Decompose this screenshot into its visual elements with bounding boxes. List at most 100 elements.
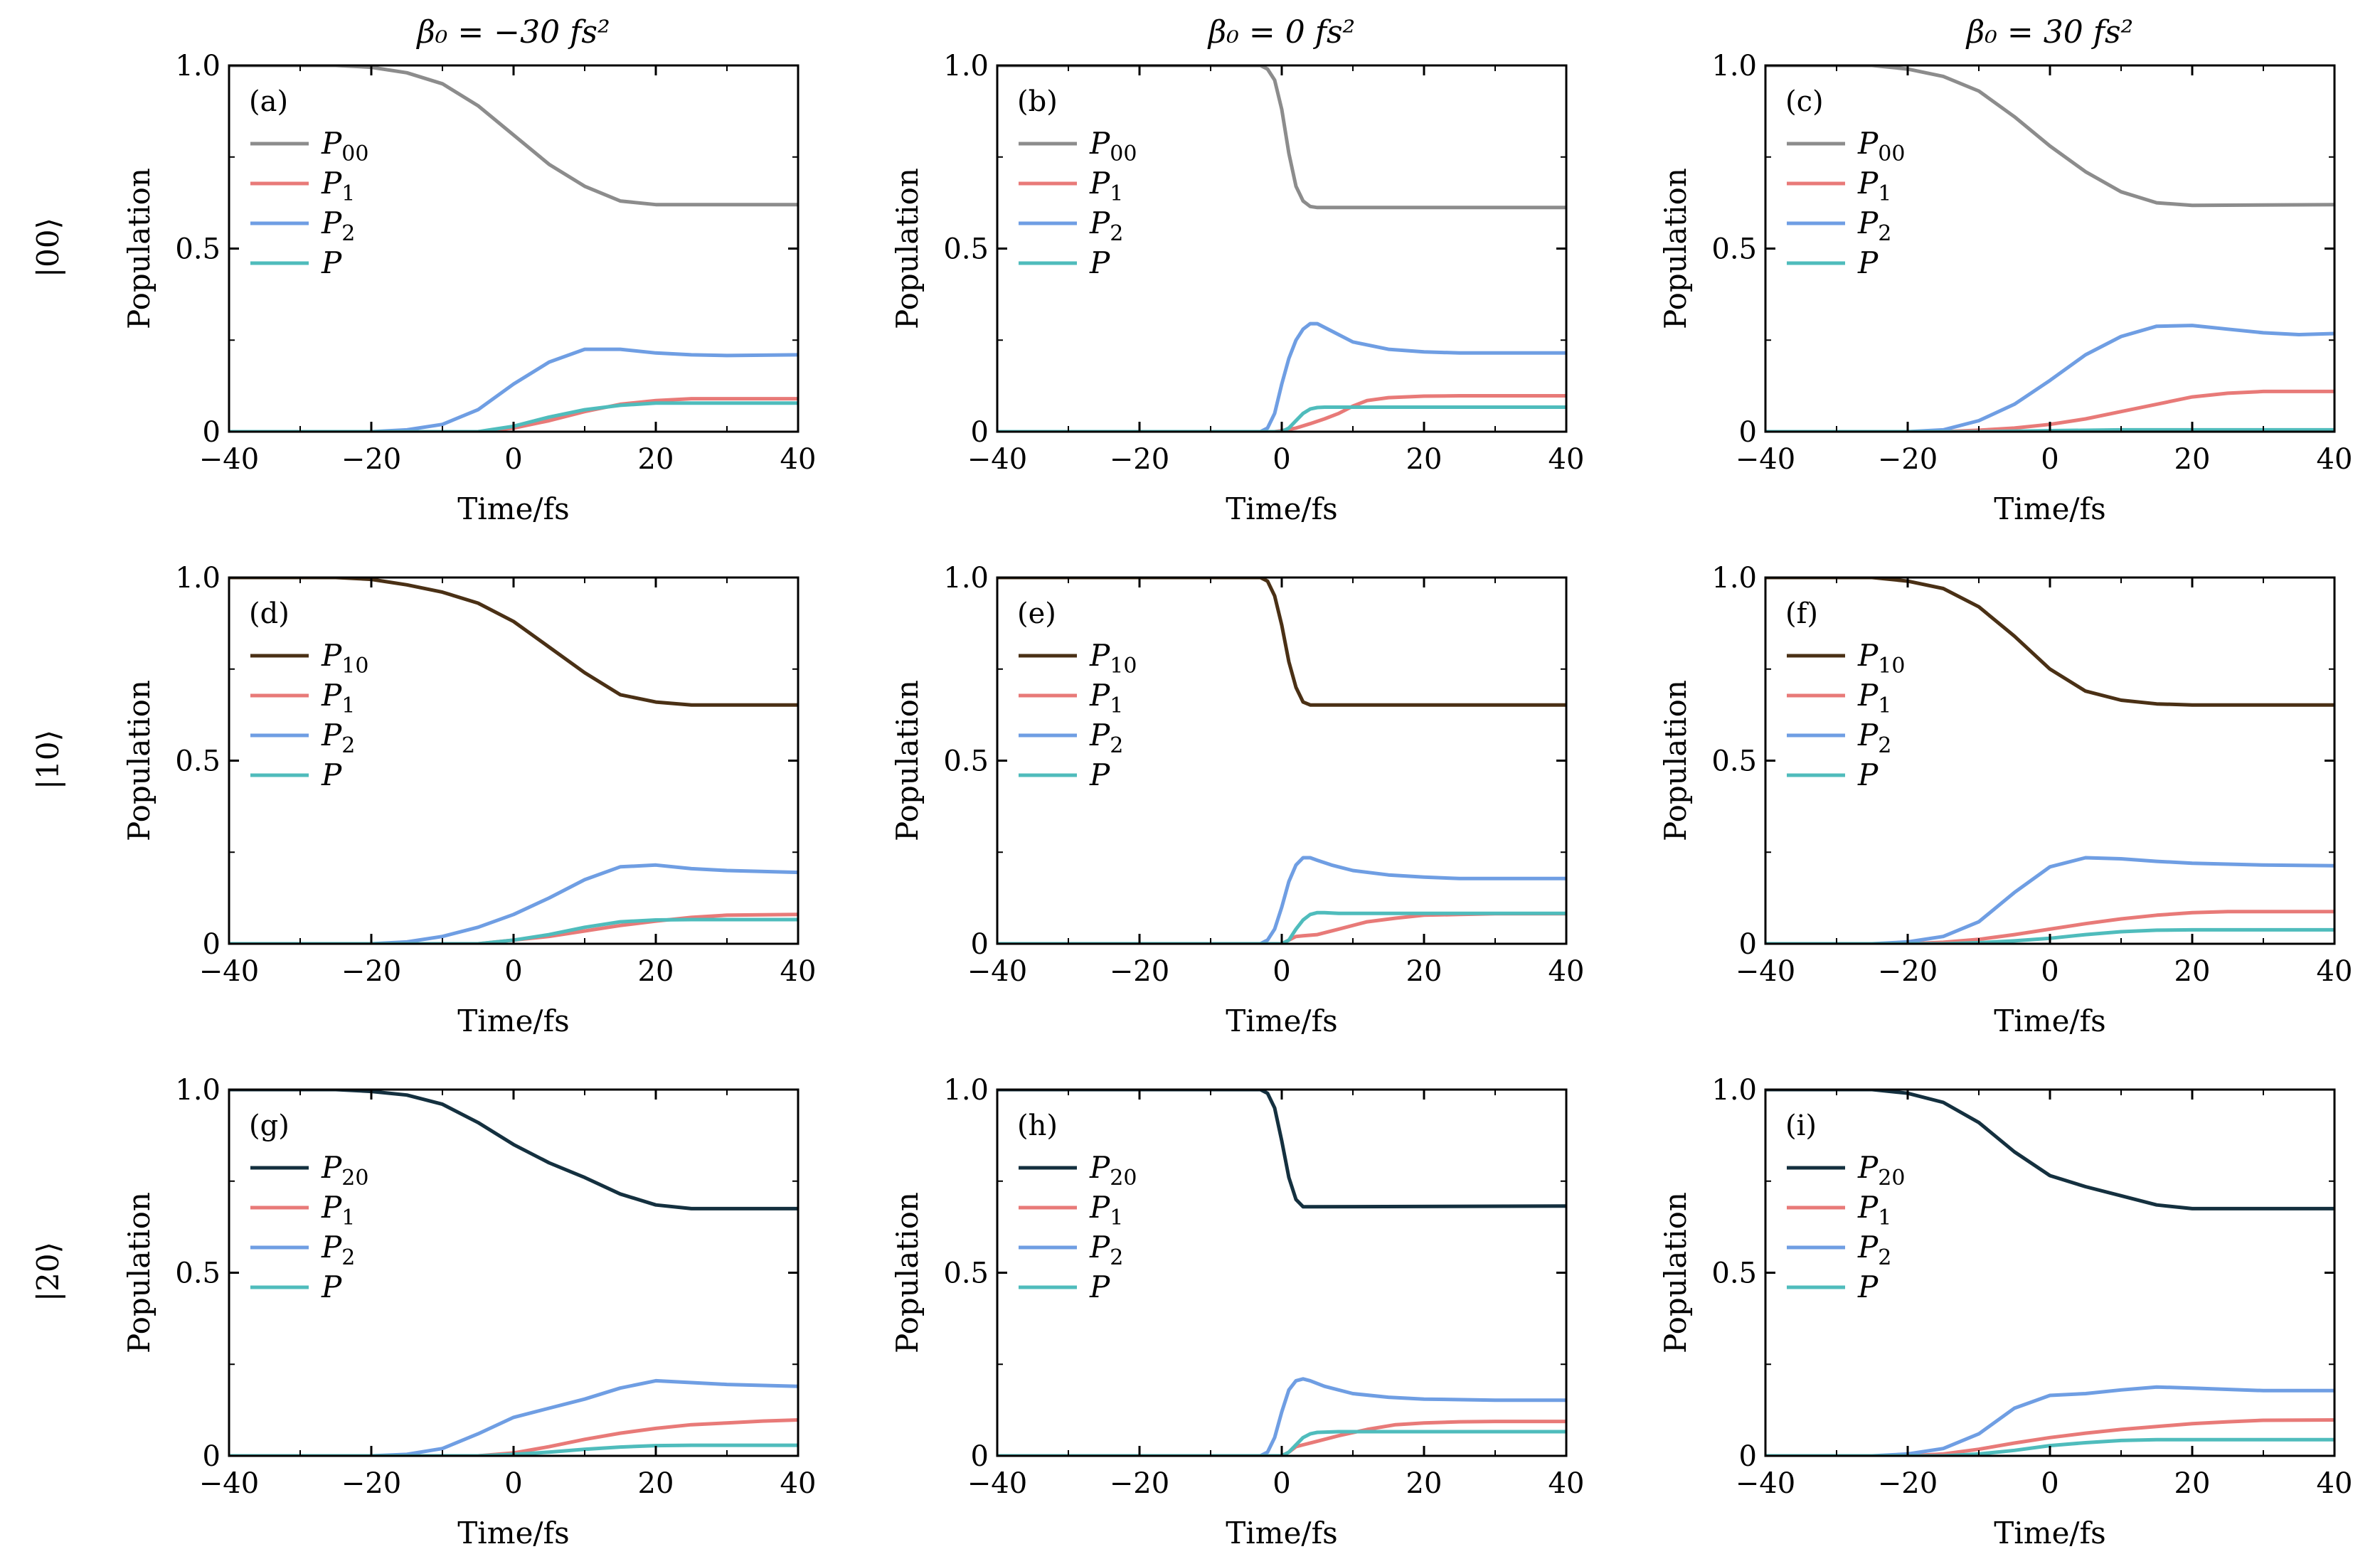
legend-label: P1 (1089, 678, 1123, 718)
x-tick-label: 20 (2174, 1467, 2211, 1500)
legend-label: P2 (1857, 718, 1891, 758)
series-line-P (997, 910, 1566, 944)
legend-label: P10 (321, 638, 368, 678)
x-tick-label: 0 (2041, 443, 2058, 476)
series-line-P10 (997, 578, 1566, 707)
y-axis-label: Population (1658, 168, 1693, 329)
series-group (229, 1090, 798, 1456)
panel: −40 −20 0 20 40 0 0.5 1.0 Time/fs Population (f) P1… (1658, 562, 2352, 1038)
x-axis-label: Time/fs (1226, 1516, 1337, 1550)
plot-frame (1764, 64, 2336, 433)
plot-frame (228, 576, 799, 945)
x-axis-label: Time/fs (457, 491, 569, 526)
series-line-P20 (1765, 1090, 2334, 1210)
series-line-P (997, 1430, 1566, 1456)
legend-label: P (321, 245, 342, 280)
panel-label: (f) (1785, 597, 1818, 630)
x-tick-label: 40 (2317, 955, 2353, 988)
x-tick-label: −20 (1878, 1467, 1938, 1500)
y-axis-label: Population (1658, 1192, 1693, 1353)
y-tick-label: 0 (1739, 928, 1757, 961)
y-tick-label: 1.0 (943, 562, 989, 595)
x-tick-label: −40 (967, 1467, 1027, 1500)
y-tick-label: 1.0 (943, 50, 989, 83)
legend-label: P (1089, 757, 1110, 792)
series-group (1765, 1090, 2334, 1456)
panel: −40 −20 0 20 40 0 0.5 1.0 Time/fs Population (a) P0… (122, 50, 816, 526)
panel-label: (i) (1785, 1109, 1817, 1142)
legend-label: P2 (1089, 718, 1123, 758)
panel: −40 −20 0 20 40 0 0.5 1.0 Time/fs Population (c) P0… (1658, 50, 2352, 526)
x-axis-label: Time/fs (1226, 491, 1337, 526)
series-line-P (1765, 427, 2334, 432)
series-group (997, 578, 1566, 944)
x-tick-label: 20 (1406, 1467, 1443, 1500)
x-tick-label: −40 (1736, 955, 1795, 988)
x-tick-label: 40 (1548, 443, 1585, 476)
column-title: β₀ = −30 fs² (415, 14, 610, 50)
series-group (1765, 578, 2334, 944)
y-tick-label: 0.5 (1711, 1257, 1757, 1290)
legend-label: P20 (1857, 1150, 1905, 1191)
legend-label: P00 (1089, 126, 1137, 166)
y-tick-label: 0.5 (175, 745, 221, 778)
panel: −40 −20 0 20 40 0 0.5 1.0 Time/fs Population (b) P0… (890, 50, 1584, 526)
y-axis-label: Population (890, 680, 925, 841)
y-tick-label: 1.0 (175, 1074, 221, 1107)
panel: −40 −20 0 20 40 0 0.5 1.0 Time/fs Population (h) P2… (890, 1074, 1584, 1550)
legend-label: P2 (321, 206, 355, 246)
x-tick-label: −40 (199, 1467, 259, 1500)
x-tick-label: −20 (341, 1467, 401, 1500)
series-line-P (997, 405, 1566, 432)
legend-label: P20 (321, 1150, 368, 1191)
y-tick-label: 0.5 (943, 745, 989, 778)
x-tick-label: 20 (2174, 443, 2211, 476)
series-line-P00 (997, 65, 1566, 210)
legend-label: P1 (1857, 166, 1891, 206)
series-line-P20 (997, 1090, 1566, 1209)
x-tick-label: −20 (1110, 443, 1169, 476)
y-axis-label: Population (890, 1192, 925, 1353)
legend-label: P2 (321, 718, 355, 758)
legend-label: P00 (1857, 126, 1905, 166)
x-axis-label: Time/fs (1994, 1516, 2105, 1550)
series-line-P10 (229, 578, 798, 707)
panel-label: (a) (249, 85, 288, 118)
y-tick-label: 0 (203, 416, 221, 449)
panel: −40 −20 0 20 40 0 0.5 1.0 Time/fs Population (i) P2… (1658, 1074, 2352, 1550)
column-titles: β₀ = −30 fs² β₀ = 0 fs² β₀ = 30 fs² (415, 14, 2133, 50)
y-tick-label: 0 (971, 928, 989, 961)
x-tick-label: −40 (1736, 1467, 1795, 1500)
legend-label: P (321, 1270, 342, 1304)
series-group (997, 65, 1566, 432)
column-title: β₀ = 30 fs² (1965, 14, 2133, 50)
y-axis-label: Population (122, 680, 156, 841)
y-tick-label: 0.5 (943, 233, 989, 266)
series-line-P00 (229, 65, 798, 207)
plot-frame (1764, 576, 2336, 945)
series-group (229, 578, 798, 944)
x-tick-label: 0 (2041, 955, 2058, 988)
row-label: |20⟩ (31, 1242, 65, 1302)
x-tick-label: −40 (967, 443, 1027, 476)
legend-label: P (1089, 245, 1110, 280)
legend-label: P2 (321, 1230, 355, 1270)
legend-label: P (1089, 1270, 1110, 1304)
y-tick-label: 0 (1739, 1440, 1757, 1473)
x-tick-label: 40 (2317, 1467, 2353, 1500)
x-tick-label: 20 (2174, 955, 2211, 988)
x-tick-label: 40 (780, 443, 817, 476)
x-axis-label: Time/fs (1994, 491, 2105, 526)
legend-label: P1 (321, 166, 355, 206)
x-axis-label: Time/fs (457, 1516, 569, 1550)
y-axis-label: Population (122, 168, 156, 329)
y-tick-label: 0.5 (175, 233, 221, 266)
x-tick-label: 40 (1548, 1467, 1585, 1500)
x-tick-label: 0 (1273, 443, 1290, 476)
series-line-P (229, 917, 798, 944)
plot-frame (228, 64, 799, 433)
x-tick-label: 20 (638, 955, 674, 988)
y-tick-label: 0 (203, 928, 221, 961)
legend-label: P2 (1089, 206, 1123, 246)
x-tick-label: 0 (504, 443, 522, 476)
